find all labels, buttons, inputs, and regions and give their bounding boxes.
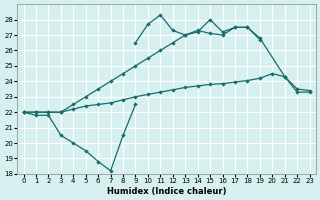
X-axis label: Humidex (Indice chaleur): Humidex (Indice chaleur) xyxy=(107,187,226,196)
